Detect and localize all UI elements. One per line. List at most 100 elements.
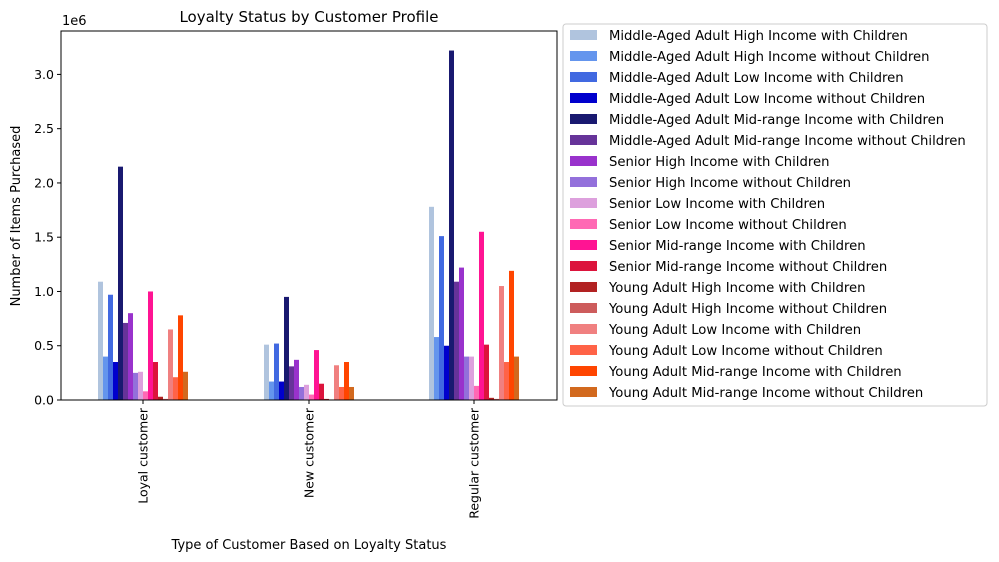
y-tick-label: 1.0	[34, 284, 54, 299]
x-tick-label: New customer	[302, 407, 317, 498]
bar	[469, 356, 474, 400]
legend: Middle-Aged Adult High Income with Child…	[562, 23, 988, 407]
bar	[118, 166, 123, 400]
bar	[98, 281, 103, 400]
legend-label: Middle-Aged Adult Low Income without Chi…	[609, 92, 925, 107]
legend-label: Senior High Income with Children	[609, 155, 829, 170]
bar	[133, 372, 138, 400]
legend-swatch	[570, 282, 597, 292]
legend-swatch	[570, 198, 597, 208]
legend-label: Middle-Aged Adult High Income without Ch…	[609, 50, 930, 65]
legend-swatch	[570, 366, 597, 376]
bar	[168, 329, 173, 400]
x-axis-label: Type of Customer Based on Loyalty Status	[171, 538, 447, 553]
bar	[299, 386, 304, 400]
bar	[324, 398, 329, 400]
y-tick-label: 2.0	[34, 175, 54, 190]
bar	[494, 398, 499, 400]
bar	[429, 206, 434, 400]
legend-swatch	[570, 156, 597, 166]
bar	[148, 291, 153, 400]
legend-label: Senior Mid-range Income without Children	[609, 260, 887, 275]
bar	[509, 270, 514, 400]
bar	[279, 381, 284, 400]
bar	[344, 362, 349, 400]
legend-swatch	[570, 387, 597, 397]
bar	[163, 398, 168, 400]
bar	[484, 344, 489, 400]
x-axis: Loyal customer New customer Regular custom…	[136, 400, 482, 519]
bar	[349, 386, 354, 400]
legend-label: Young Adult High Income with Children	[608, 281, 865, 296]
bar	[459, 267, 464, 400]
bar	[464, 356, 469, 400]
legend-label: Young Adult High Income without Children	[608, 302, 887, 317]
legend-frame	[562, 23, 988, 407]
bar	[113, 362, 118, 400]
legend-swatch	[570, 219, 597, 229]
y-tick-label: 3.0	[34, 67, 54, 82]
bar	[339, 386, 344, 400]
bar	[319, 383, 324, 400]
legend-label: Senior Low Income without Children	[609, 218, 847, 233]
bar	[434, 337, 439, 400]
legend-swatch	[570, 135, 597, 145]
bar	[158, 396, 163, 400]
legend-swatch	[570, 114, 597, 124]
bar	[284, 296, 289, 400]
y-tick-label: 0.0	[34, 393, 54, 408]
legend-label: Young Adult Mid-range Income with Childr…	[608, 365, 902, 380]
bar	[304, 384, 309, 400]
chart-title: Loyalty Status by Customer Profile	[179, 8, 438, 26]
bar	[504, 362, 509, 400]
bar	[108, 294, 113, 400]
bar	[439, 236, 444, 400]
bar	[489, 397, 494, 400]
bar	[143, 391, 148, 400]
bar	[274, 343, 279, 400]
legend-swatch	[570, 72, 597, 82]
bar	[178, 315, 183, 400]
y-axis: 0.0 0.5 1.0 1.5 2.0 2.5 3.0	[34, 67, 61, 408]
bar	[289, 366, 294, 400]
bar	[454, 281, 459, 400]
legend-label: Young Adult Low Income with Children	[608, 323, 861, 338]
legend-label: Young Adult Low Income without Children	[608, 344, 883, 359]
bar	[449, 50, 454, 400]
bar	[314, 350, 319, 400]
bar	[173, 377, 178, 400]
bar	[183, 371, 188, 400]
bar	[499, 286, 504, 400]
y-tick-label: 2.5	[34, 121, 54, 136]
legend-label: Senior Mid-range Income with Children	[609, 239, 866, 254]
legend-swatch	[570, 30, 597, 40]
bar	[309, 394, 314, 400]
legend-swatch	[570, 51, 597, 61]
bar	[123, 322, 128, 400]
legend-label: Middle-Aged Adult High Income with Child…	[609, 29, 908, 44]
legend-label: Middle-Aged Adult Mid-range Income witho…	[609, 134, 966, 149]
legend-label: Senior Low Income with Children	[609, 197, 825, 212]
legend-label: Senior High Income without Children	[609, 176, 851, 191]
bar	[444, 345, 449, 400]
y-axis-label: Number of Items Purchased	[9, 126, 24, 307]
bar	[103, 356, 108, 400]
legend-swatch	[570, 324, 597, 334]
bar	[264, 344, 269, 400]
bars-layer	[98, 50, 519, 400]
bar	[294, 359, 299, 400]
bar	[269, 381, 274, 400]
bar	[334, 365, 339, 400]
legend-swatch	[570, 261, 597, 271]
bar	[138, 371, 143, 400]
legend-label: Middle-Aged Adult Low Income with Childr…	[609, 71, 904, 86]
x-tick-label: Loyal customer	[136, 407, 151, 504]
x-tick-label: Regular customer	[467, 407, 482, 519]
legend-label: Young Adult Mid-range Income without Chi…	[608, 386, 923, 401]
y-tick-label: 1.5	[34, 230, 54, 245]
bar	[474, 385, 479, 400]
bar	[128, 313, 133, 400]
bar	[153, 362, 158, 400]
legend-swatch	[570, 345, 597, 355]
